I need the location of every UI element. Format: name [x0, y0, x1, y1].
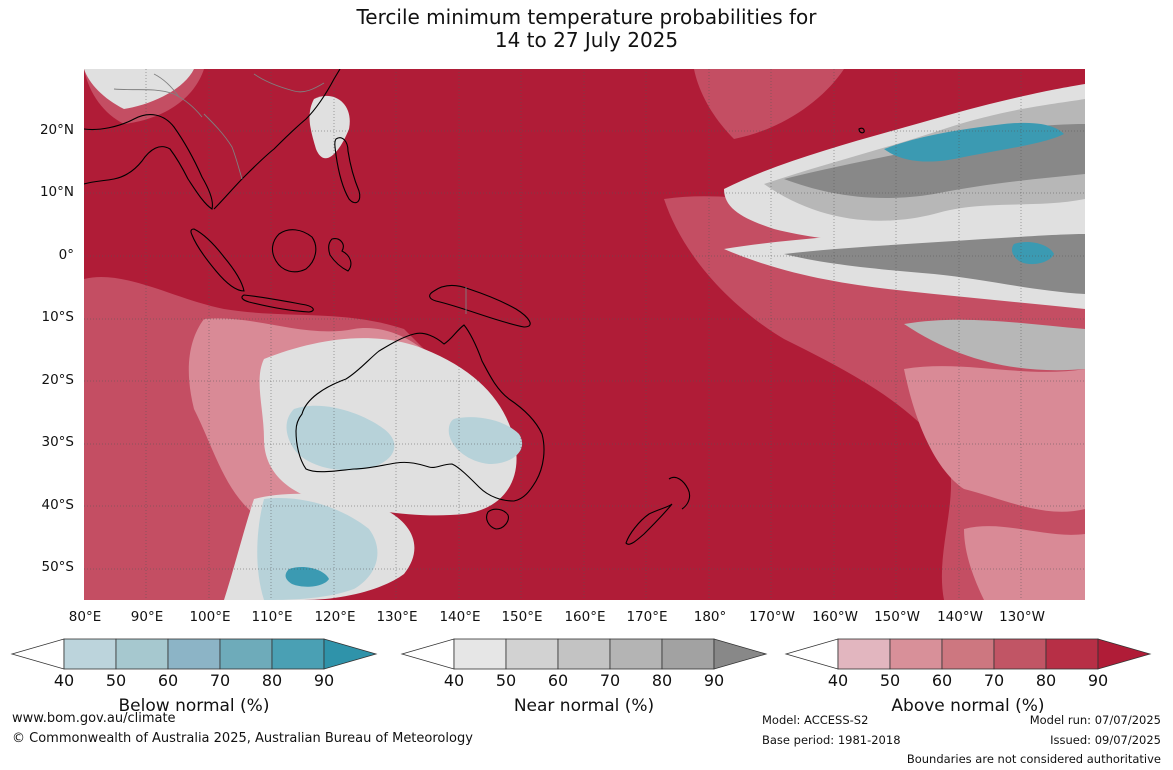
- lat-label-50s: 50°S: [41, 559, 75, 575]
- lon-label-140w: 140°W: [937, 609, 983, 625]
- hawaii-coastline: [858, 127, 865, 134]
- lat-label-10n: 10°N: [39, 184, 74, 200]
- lon-label-150e: 150°E: [501, 609, 543, 625]
- lon-label-130w: 130°W: [999, 609, 1045, 625]
- lat-label-20s: 20°S: [41, 372, 75, 388]
- near-normal-patches: [84, 69, 1085, 600]
- above-tick-40: 40: [827, 671, 849, 690]
- lon-label-180: 180°: [693, 609, 727, 625]
- above-normal-colorbar: [784, 638, 1152, 670]
- new-guinea-coastline: [429, 284, 531, 328]
- lon-label-160w: 160°W: [812, 609, 858, 625]
- lon-label-100e: 100°E: [189, 609, 231, 625]
- sulawesi-coastline: [328, 238, 352, 272]
- below-normal-patches: [257, 122, 1064, 600]
- graticule: [84, 69, 1085, 600]
- borneo-coastline: [271, 229, 317, 273]
- below-tick-90: 90: [313, 671, 335, 690]
- lon-label-130e: 130°E: [376, 609, 418, 625]
- australia-coastline: [295, 324, 545, 502]
- copyright-notice: © Commonwealth of Australia 2025, Austra…: [12, 731, 473, 746]
- lon-label-160e: 160°E: [564, 609, 606, 625]
- lon-label-80e: 80°E: [68, 609, 102, 625]
- lon-label-170e: 170°E: [626, 609, 668, 625]
- lon-label-150w: 150°W: [874, 609, 920, 625]
- near-tick-80: 80: [651, 671, 673, 690]
- probability-map: [84, 69, 1085, 600]
- sumatra-coastline: [190, 228, 245, 292]
- lat-label-20n: 20°N: [39, 122, 74, 138]
- asia-mainland-coastline: [84, 69, 341, 210]
- near-tick-50: 50: [495, 671, 517, 690]
- lat-label-40s: 40°S: [41, 497, 75, 513]
- tasmania-coastline: [486, 508, 509, 530]
- below-tick-50: 50: [105, 671, 127, 690]
- above-normal-label: Above normal (%): [891, 696, 1045, 716]
- new-zealand-coastline: [625, 476, 691, 545]
- coastlines: [84, 69, 865, 545]
- above-tick-70: 70: [983, 671, 1005, 690]
- model-name: Model: ACCESS-S2: [762, 713, 869, 727]
- below-tick-80: 80: [261, 671, 283, 690]
- website-link[interactable]: www.bom.gov.au/climate: [12, 711, 176, 726]
- philippines-coastline: [334, 137, 361, 204]
- above-tick-50: 50: [879, 671, 901, 690]
- above-tick-90: 90: [1087, 671, 1109, 690]
- base-period: Base period: 1981-2018: [762, 733, 901, 747]
- above-tick-80: 80: [1035, 671, 1057, 690]
- lat-label-30s: 30°S: [41, 434, 75, 450]
- lon-label-120e: 120°E: [314, 609, 356, 625]
- country-borders: [113, 73, 467, 314]
- near-normal-colorbar: [400, 638, 768, 670]
- map-title-line-1: Tercile minimum temperature probabilitie…: [356, 5, 817, 29]
- map-title-line-2: 14 to 27 July 2025: [494, 28, 679, 52]
- near-tick-90: 90: [703, 671, 725, 690]
- near-tick-70: 70: [599, 671, 621, 690]
- lat-label-equator: 0°: [58, 247, 74, 263]
- below-normal-label: Below normal (%): [118, 696, 270, 716]
- issued-date: Issued: 09/07/2025: [1050, 733, 1161, 747]
- lon-label-140e: 140°E: [439, 609, 481, 625]
- below-tick-70: 70: [209, 671, 231, 690]
- java-coastline: [241, 294, 314, 313]
- model-run-date: Model run: 07/07/2025: [1029, 713, 1161, 727]
- near-normal-label: Near normal (%): [513, 696, 655, 716]
- near-tick-60: 60: [547, 671, 569, 690]
- near-tick-40: 40: [443, 671, 465, 690]
- above-tick-60: 60: [931, 671, 953, 690]
- below-normal-colorbar: [10, 638, 378, 670]
- lon-label-110e: 110°E: [251, 609, 293, 625]
- lon-label-170w: 170°W: [749, 609, 795, 625]
- lat-label-10s: 10°S: [41, 309, 75, 325]
- lon-label-90e: 90°E: [130, 609, 164, 625]
- below-tick-40: 40: [53, 671, 75, 690]
- below-tick-60: 60: [157, 671, 179, 690]
- boundaries-disclaimer: Boundaries are not considered authoritat…: [906, 752, 1161, 766]
